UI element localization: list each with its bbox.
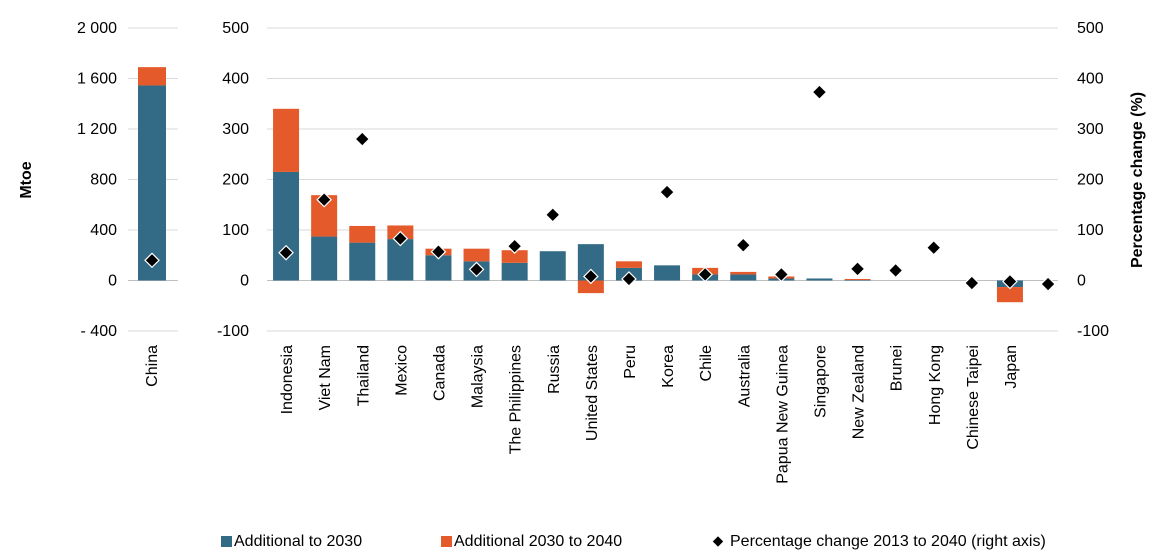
bar-s1-c1-12 xyxy=(730,274,757,281)
y-tick-mid-1: 400 xyxy=(222,71,249,88)
legend-label-1: Additional 2030 to 2040 xyxy=(454,533,622,550)
x-tick-c1-16: Brunei xyxy=(889,345,906,391)
x-tick-c1-12: Australia xyxy=(736,345,753,407)
marker-c1-10 xyxy=(659,184,675,200)
y-tick-left-3: 800 xyxy=(90,172,117,189)
x-tick-c1-5: Malaysia xyxy=(470,345,487,408)
marker-c1-9 xyxy=(621,271,637,287)
bar-s1-c1-14 xyxy=(806,278,833,281)
y-tick-left-1: 1 600 xyxy=(77,71,117,88)
marker-c1-17 xyxy=(925,239,942,256)
x-tick-c1-3: Mexico xyxy=(393,345,410,396)
y-tick-mid-6: -100 xyxy=(217,323,249,340)
marker-c1-14 xyxy=(811,84,828,100)
y-tick-mid-0: 500 xyxy=(222,20,249,37)
x-tick-c1-13: Papua New Guinea xyxy=(774,345,791,484)
x-tick-c1-8: United States xyxy=(584,345,601,441)
x-tick-c1-15: New Zealand xyxy=(851,345,868,439)
legend-label-0: Additional to 2030 xyxy=(234,533,362,550)
y-tick-mid-2: 300 xyxy=(222,121,249,138)
legend-swatch-1 xyxy=(441,536,452,547)
x-tick-c1-14: Singapore xyxy=(812,345,829,418)
x-tick-c1-10: Korea xyxy=(660,345,677,388)
marker-c1-16 xyxy=(887,262,904,279)
y-tick-left-6: - 400 xyxy=(81,323,118,340)
bar-layer xyxy=(138,67,1023,303)
bar-s2-c1-19 xyxy=(996,287,1023,303)
marker-c1-6 xyxy=(506,238,523,255)
marker-c1-20 xyxy=(1040,276,1056,292)
bar-s2-c1-6 xyxy=(501,250,528,263)
x-tick-c1-4: Canada xyxy=(431,345,448,401)
marker-c1-18 xyxy=(964,275,980,291)
x-tick-c1-11: Chile xyxy=(698,345,715,382)
y-tick-left-0: 2 000 xyxy=(77,20,117,37)
legend-swatch-2 xyxy=(711,534,725,549)
x-tick-c1-6: The Philippines xyxy=(508,345,525,454)
bar-s2-c1-9 xyxy=(615,261,642,268)
y-tick-right-5: 0 xyxy=(1077,273,1086,290)
marker-layer xyxy=(144,84,1056,292)
y-tick-mid-5: 0 xyxy=(240,273,249,290)
marker-c0-0 xyxy=(144,252,160,269)
y-tick-mid-4: 100 xyxy=(222,222,249,239)
y-tick-right-0: 500 xyxy=(1077,20,1104,37)
text-layer: 2 000 1 600 1 200 800 400 0 - 400 China Mtoe 500 5… xyxy=(18,20,1146,484)
y-tick-right-3: 200 xyxy=(1077,172,1104,189)
marker-c1-12 xyxy=(735,237,752,253)
x-tick-c1-7: Russia xyxy=(546,345,563,394)
x-tick-c0-0: China xyxy=(144,345,161,387)
bar-s1-c1-7 xyxy=(539,251,566,281)
marker-c1-2 xyxy=(354,131,371,147)
bar-s1-c1-2 xyxy=(349,242,376,281)
marker-c1-3 xyxy=(392,230,409,247)
x-tick-c1-2: Thailand xyxy=(355,345,372,406)
legend-swatch-0 xyxy=(221,536,232,547)
marker-c1-11 xyxy=(697,266,713,283)
bar-s2-c1-12 xyxy=(730,271,757,275)
bar-s2-c1-5 xyxy=(463,248,490,262)
y-axis-title-left: Mtoe xyxy=(18,161,35,198)
bar-s1-c1-1 xyxy=(311,236,338,281)
x-tick-c1-1: Viet Nam xyxy=(317,345,334,411)
bar-s1-c1-0 xyxy=(273,171,300,281)
bar-s2-c1-0 xyxy=(273,108,300,172)
y-tick-mid-3: 200 xyxy=(222,172,249,189)
bar-s1-c1-10 xyxy=(654,265,681,281)
y-tick-right-1: 400 xyxy=(1077,71,1104,88)
marker-c1-4 xyxy=(430,243,447,260)
marker-c1-1 xyxy=(316,191,332,208)
x-tick-c1-17: Hong Kong xyxy=(927,345,944,425)
bar-s1-c1-15 xyxy=(844,279,871,281)
y-tick-left-2: 1 200 xyxy=(77,121,117,138)
marker-c1-15 xyxy=(849,261,866,277)
y-axis-title-right: Percentage change (%) xyxy=(1129,92,1146,268)
marker-c1-0 xyxy=(278,244,294,261)
legend-label-2: Percentage change 2013 to 2040 (right ax… xyxy=(730,533,1046,550)
x-tick-c1-18: Chinese Taipei xyxy=(965,345,982,450)
x-tick-c1-19: Japan xyxy=(1003,345,1020,389)
bar-s2-c1-8 xyxy=(577,280,604,294)
bar-s2-c1-2 xyxy=(349,225,376,243)
y-tick-left-4: 400 xyxy=(90,222,117,239)
y-tick-right-6: -100 xyxy=(1077,323,1109,340)
marker-c1-5 xyxy=(468,261,485,278)
marker-c1-13 xyxy=(773,266,790,283)
marker-c1-7 xyxy=(544,207,561,223)
bar-s1-c0-0 xyxy=(138,85,166,281)
y-tick-right-4: 100 xyxy=(1077,222,1104,239)
bar-s1-c1-6 xyxy=(501,262,528,281)
y-tick-left-5: 0 xyxy=(108,273,117,290)
bar-s2-c0-0 xyxy=(138,67,166,86)
marker-c1-8 xyxy=(583,268,599,285)
bar-s2-c1-15 xyxy=(844,278,871,280)
y-tick-right-2: 300 xyxy=(1077,121,1104,138)
legend-layer: Additional to 2030 Additional 2030 to 204… xyxy=(221,533,1046,550)
x-tick-c1-0: Indonesia xyxy=(279,345,296,414)
marker-c1-19 xyxy=(1002,273,1018,290)
x-tick-c1-9: Peru xyxy=(622,345,639,379)
